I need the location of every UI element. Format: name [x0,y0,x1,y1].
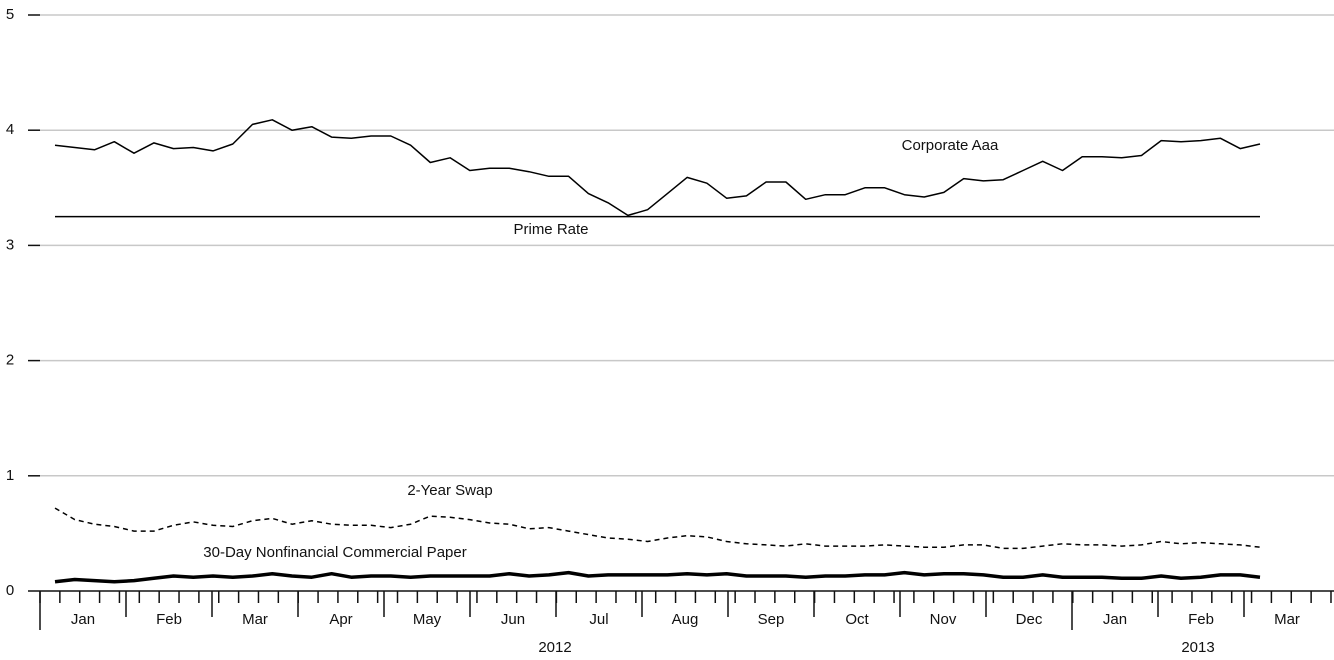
x-tick-label: Aug [672,611,699,628]
y-tick-label: 3 [6,236,14,253]
series-line [54,570,1261,584]
x-tick-label: Sep [758,611,785,628]
x-tick-label: Apr [329,611,352,628]
year-label: 2012 [538,639,571,656]
x-tick-label: Nov [930,611,957,628]
series-line [54,119,1261,217]
series-label: 2-Year Swap [407,482,492,499]
x-tick-label: Feb [1188,611,1214,628]
x-tick-label: Oct [845,611,869,628]
y-tick-label: 0 [6,582,14,599]
x-tick-label: Mar [242,611,268,628]
x-tick-label: Feb [156,611,182,628]
x-tick-label: Dec [1016,611,1043,628]
series-label: Prime Rate [513,221,588,238]
x-tick-label: Jan [1103,611,1127,628]
x-tick-label: Mar [1274,611,1300,628]
x-tick-label: Jul [589,611,608,628]
series-label: 30-Day Nonfinancial Commercial Paper [203,544,466,561]
year-label: 2013 [1181,639,1214,656]
y-tick-label: 4 [6,121,14,138]
y-tick-label: 1 [6,467,14,484]
y-tick-label: 5 [6,6,14,23]
x-tick-label: Jun [501,611,525,628]
y-tick-label: 2 [6,352,14,369]
x-tick-label: Jan [71,611,95,628]
series-label: Corporate Aaa [902,137,999,154]
x-tick-label: May [413,611,442,628]
series-line [54,507,1261,550]
